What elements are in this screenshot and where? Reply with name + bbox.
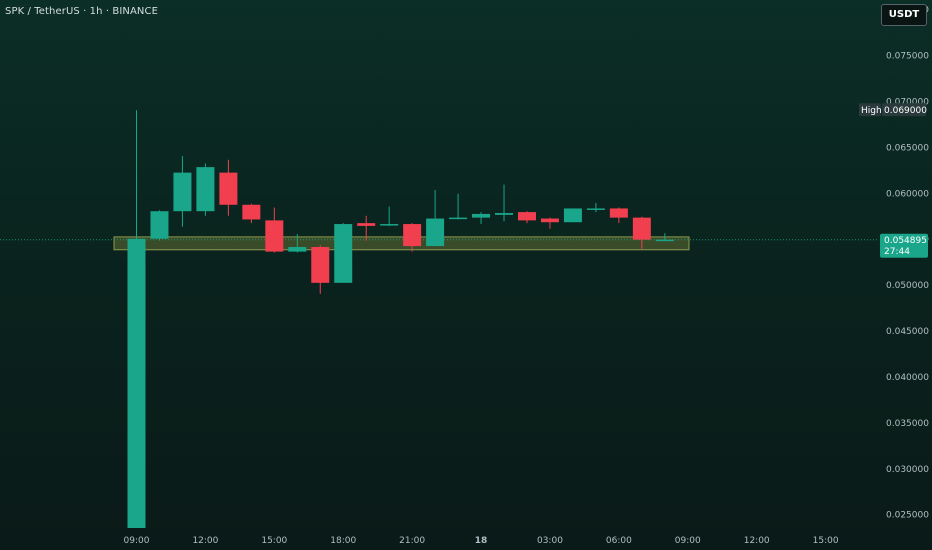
y-tick-label: 0.025000 <box>886 511 929 521</box>
currency-button[interactable]: USDT <box>881 4 927 26</box>
x-tick-label: 15:00 <box>813 536 839 546</box>
candle[interactable] <box>219 159 238 216</box>
candle-body <box>334 224 353 283</box>
candle[interactable] <box>380 206 399 226</box>
candle[interactable] <box>403 223 422 252</box>
candle[interactable] <box>242 203 261 224</box>
x-tick-label: 09:00 <box>124 536 150 546</box>
candle-body <box>517 212 536 221</box>
candle[interactable] <box>586 202 605 213</box>
candle[interactable] <box>173 156 192 227</box>
x-tick-label: 21:00 <box>399 536 425 546</box>
y-tick-label: 0.075000 <box>886 52 929 62</box>
candle-body <box>563 208 582 223</box>
candle-body <box>495 213 514 215</box>
candle-body <box>150 211 169 239</box>
candle-body <box>196 167 215 212</box>
candle[interactable] <box>311 245 330 294</box>
candle-body <box>127 238 146 528</box>
y-tick-label: 0.065000 <box>886 143 929 153</box>
candle[interactable] <box>449 193 468 220</box>
high-price-label: High 0.069000 <box>859 103 927 117</box>
candle-body <box>357 223 376 226</box>
candle-body <box>311 247 330 283</box>
y-tick-label: 0.050000 <box>886 281 929 291</box>
candle[interactable] <box>265 207 284 253</box>
candle-series[interactable] <box>127 110 674 528</box>
candle[interactable] <box>540 217 559 229</box>
x-tick-label: 09:00 <box>675 536 701 546</box>
high-value-tag <box>882 103 926 117</box>
candle[interactable] <box>472 212 491 225</box>
candle[interactable] <box>288 234 307 253</box>
candle[interactable] <box>517 211 536 224</box>
candle-body <box>586 208 605 210</box>
x-axis: 09:00 12:00 15:00 18:00 21:00 18 03:00 06:00 09:… <box>124 536 839 546</box>
candle-body <box>173 172 192 212</box>
candle[interactable] <box>632 216 651 249</box>
support-zone-rect <box>113 236 690 251</box>
candle[interactable] <box>196 163 215 216</box>
candle[interactable] <box>150 210 169 241</box>
x-tick-label: 12:00 <box>192 536 218 546</box>
candle-body <box>609 208 628 218</box>
candle[interactable] <box>426 190 445 247</box>
high-label-tag <box>859 103 881 117</box>
last-price-bg <box>880 233 928 258</box>
countdown-timer: 27:44 <box>884 247 910 257</box>
x-tick-label: 18 <box>475 536 488 546</box>
y-tick-label: 0.045000 <box>886 327 929 337</box>
candle[interactable] <box>655 233 674 242</box>
candle[interactable] <box>609 207 628 224</box>
candle-body <box>472 213 491 218</box>
candle-body <box>242 204 261 220</box>
candle-body <box>403 224 422 247</box>
x-tick-label: 06:00 <box>606 536 632 546</box>
high-label-text: High <box>861 106 882 116</box>
candle[interactable] <box>357 215 376 241</box>
support-zone[interactable] <box>113 236 690 251</box>
last-price-value: 0.054895 <box>884 236 927 246</box>
candle[interactable] <box>127 110 146 528</box>
candle-body <box>380 224 399 226</box>
candle[interactable] <box>334 223 353 283</box>
y-axis: 0.0800000.0750000.0700000.0650000.060000… <box>886 6 929 521</box>
x-tick-label: 18:00 <box>330 536 356 546</box>
x-tick-label: 15:00 <box>261 536 287 546</box>
y-tick-label: 0.060000 <box>886 189 929 199</box>
candle-body <box>655 239 674 242</box>
candle-body <box>540 218 559 223</box>
candle-body <box>265 220 284 252</box>
candle-body <box>288 247 307 252</box>
y-tick-label: 0.035000 <box>886 419 929 429</box>
candle-body <box>632 217 651 240</box>
y-tick-label: 0.030000 <box>886 465 929 475</box>
candle-body <box>449 217 468 220</box>
chart-title: SPK / TetherUS · 1h · BINANCE <box>5 6 158 17</box>
candle-body <box>219 172 238 205</box>
candle[interactable] <box>495 184 514 222</box>
candle[interactable] <box>563 208 582 223</box>
high-value-text: 0.069000 <box>884 106 927 116</box>
candle-body <box>426 218 445 247</box>
x-tick-label: 12:00 <box>744 536 770 546</box>
y-tick-label: 0.070000 <box>886 98 929 108</box>
y-tick-label: 0.040000 <box>886 373 929 383</box>
x-tick-label: 03:00 <box>537 536 563 546</box>
